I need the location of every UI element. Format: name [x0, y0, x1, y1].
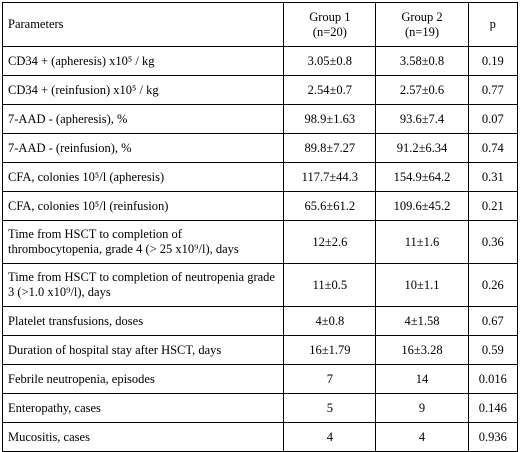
row-group1: 7	[283, 364, 377, 394]
row-p: 0.59	[467, 335, 519, 365]
header-parameters: Parameters	[1, 2, 285, 47]
row-parameter: Time from HSCT to completion of thromboc…	[1, 220, 285, 264]
row-group1: 117.7±44.3	[283, 162, 377, 192]
row-parameter: CFA, colonies 10⁵/l (reinfusion)	[1, 191, 285, 221]
row-group1: 4±0.8	[283, 306, 377, 336]
row-group2: 91.2±6.34	[375, 133, 469, 163]
row-group2: 93.6±7.4	[375, 104, 469, 134]
table-row: Platelet transfusions, doses 4±0.8 4±1.5…	[1, 306, 519, 336]
row-parameter: CD34 + (apheresis) x10⁵ / kg	[1, 46, 285, 76]
row-group1: 16±1.79	[283, 335, 377, 365]
row-parameter: Time from HSCT to completion of neutrope…	[1, 263, 285, 307]
row-parameter: Platelet transfusions, doses	[1, 306, 285, 336]
table-row: CD34 + (apheresis) x10⁵ / kg 3.05±0.8 3.…	[1, 46, 519, 76]
row-group2: 4	[375, 422, 469, 452]
row-group2: 10±1.1	[375, 263, 469, 307]
row-group2: 14	[375, 364, 469, 394]
row-group2: 109.6±45.2	[375, 191, 469, 221]
row-group2: 11±1.6	[375, 220, 469, 264]
row-parameter: CD34 + (reinfusion) x10⁵ / kg	[1, 75, 285, 105]
row-p: 0.74	[467, 133, 519, 163]
table-row: Time from HSCT to completion of neutrope…	[1, 263, 519, 307]
row-p: 0.936	[467, 422, 519, 452]
row-group2: 3.58±0.8	[375, 46, 469, 76]
table-row: Duration of hospital stay after HSCT, da…	[1, 335, 519, 365]
row-p: 0.07	[467, 104, 519, 134]
table-row: Enteropathy, cases 5 9 0.146	[1, 393, 519, 423]
row-p: 0.77	[467, 75, 519, 105]
row-p: 0.36	[467, 220, 519, 264]
row-group1: 89.8±7.27	[283, 133, 377, 163]
table-row: CFA, colonies 10⁵/l (apheresis) 117.7±44…	[1, 162, 519, 192]
header-p: p	[467, 2, 519, 47]
row-group1: 5	[283, 393, 377, 423]
row-group1: 2.54±0.7	[283, 75, 377, 105]
header-group2-text: Group 2 (n=19)	[401, 9, 443, 39]
table-row: CFA, colonies 10⁵/l (reinfusion) 65.6±61…	[1, 191, 519, 221]
row-group2: 9	[375, 393, 469, 423]
table-row: Mucositis, cases 4 4 0.936	[1, 422, 519, 452]
row-group1: 4	[283, 422, 377, 452]
row-p: 0.31	[467, 162, 519, 192]
header-row: Parameters Group 1 (n=20) Group 2 (n=19)…	[1, 2, 519, 47]
table-row: 7-AAD - (apheresis), % 98.9±1.63 93.6±7.…	[1, 104, 519, 134]
row-parameter: Mucositis, cases	[1, 422, 285, 452]
row-group1: 3.05±0.8	[283, 46, 377, 76]
table-row: Time from HSCT to completion of thromboc…	[1, 220, 519, 264]
table-row: CD34 + (reinfusion) x10⁵ / kg 2.54±0.7 2…	[1, 75, 519, 105]
row-parameter: 7-AAD - (apheresis), %	[1, 104, 285, 134]
row-group2: 16±3.28	[375, 335, 469, 365]
row-p: 0.016	[467, 364, 519, 394]
row-group1: 98.9±1.63	[283, 104, 377, 134]
row-p: 0.26	[467, 263, 519, 307]
row-group1: 12±2.6	[283, 220, 377, 264]
row-parameter: Duration of hospital stay after HSCT, da…	[1, 335, 285, 365]
row-group1: 11±0.5	[283, 263, 377, 307]
row-parameter: Enteropathy, cases	[1, 393, 285, 423]
row-group1: 65.6±61.2	[283, 191, 377, 221]
row-group2: 4±1.58	[375, 306, 469, 336]
header-group1-text: Group 1 (n=20)	[309, 9, 351, 39]
row-parameter: CFA, colonies 10⁵/l (apheresis)	[1, 162, 285, 192]
row-p: 0.19	[467, 46, 519, 76]
header-group1: Group 1 (n=20)	[283, 2, 377, 47]
row-group2: 2.57±0.6	[375, 75, 469, 105]
row-parameter: 7-AAD - (reinfusion), %	[1, 133, 285, 163]
row-group2: 154.9±64.2	[375, 162, 469, 192]
row-p: 0.67	[467, 306, 519, 336]
table-row: Febrile neutropenia, episodes 7 14 0.016	[1, 364, 519, 394]
row-p: 0.146	[467, 393, 519, 423]
header-group2: Group 2 (n=19)	[375, 2, 469, 47]
table-row: 7-AAD - (reinfusion), % 89.8±7.27 91.2±6…	[1, 133, 519, 163]
row-parameter: Febrile neutropenia, episodes	[1, 364, 285, 394]
row-p: 0.21	[467, 191, 519, 221]
